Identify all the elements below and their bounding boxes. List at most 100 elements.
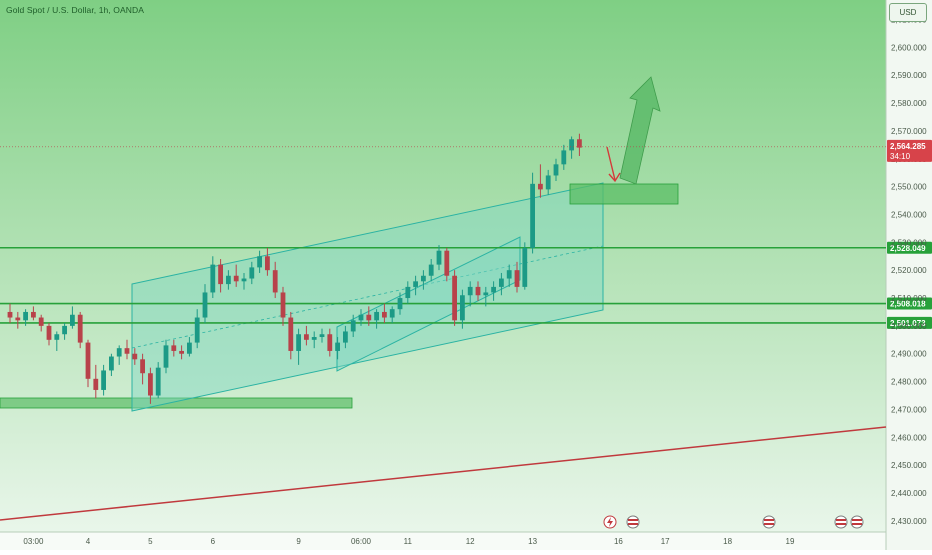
currency-button[interactable]: USD bbox=[889, 3, 927, 22]
candle-body bbox=[62, 325, 67, 335]
chart-title: Gold Spot / U.S. Dollar, 1h, OANDA bbox=[6, 5, 145, 15]
candle-body bbox=[421, 275, 426, 282]
candle-body bbox=[233, 275, 239, 282]
support-zone-lower[interactable] bbox=[0, 397, 353, 409]
flag-event-icon[interactable] bbox=[762, 515, 776, 529]
candle-body bbox=[475, 286, 481, 296]
price-level-label: 2,508.018 bbox=[890, 300, 926, 309]
candle-body bbox=[194, 317, 200, 343]
pullback-arrow[interactable] bbox=[606, 146, 621, 183]
candle-body bbox=[280, 292, 286, 318]
rising-trendline[interactable] bbox=[0, 426, 887, 521]
candle-body bbox=[15, 317, 21, 321]
price-tick-label: 2,570.000 bbox=[891, 127, 927, 136]
candle-body bbox=[545, 175, 551, 190]
candle-body bbox=[132, 353, 138, 360]
time-tick-label: 4 bbox=[86, 537, 91, 546]
candle-body bbox=[506, 270, 512, 279]
candle-body bbox=[428, 264, 434, 276]
candle-body bbox=[413, 281, 418, 287]
price-level-tag bbox=[887, 316, 932, 329]
earnings-icon[interactable] bbox=[603, 515, 617, 529]
candle-body bbox=[187, 342, 192, 354]
candle-body bbox=[265, 256, 270, 271]
candle-body bbox=[569, 139, 574, 151]
candle-body bbox=[436, 250, 442, 265]
price-axis-background bbox=[886, 0, 932, 550]
time-tick-label: 11 bbox=[404, 537, 413, 546]
candle-body bbox=[70, 314, 75, 326]
candle-body bbox=[350, 320, 356, 332]
time-axis[interactable]: 03:00 4 5 6 9 06:00 11 12 13 16 17 18 19 bbox=[23, 537, 795, 546]
candle-body bbox=[210, 264, 216, 293]
price-tick-label: 2,490.000 bbox=[891, 350, 927, 359]
candle-body bbox=[311, 337, 317, 340]
candle-body bbox=[241, 278, 247, 282]
candle-body bbox=[358, 314, 364, 321]
candle-body bbox=[257, 256, 262, 268]
candle-body bbox=[109, 356, 114, 371]
forecast-arrow-up[interactable] bbox=[619, 76, 661, 185]
candle-body bbox=[93, 378, 99, 390]
price-level-label: 2,528.049 bbox=[890, 244, 926, 253]
candle-body bbox=[460, 295, 465, 321]
candle-body bbox=[304, 334, 309, 340]
bar-countdown: 34:10 bbox=[890, 152, 911, 161]
price-levels-layer: 2,528.049 2,508.018 2,501.073 bbox=[0, 241, 932, 329]
candle-body bbox=[296, 334, 301, 351]
price-level-tag bbox=[887, 241, 932, 254]
candle-body bbox=[405, 286, 411, 299]
price-tick-label: 2,440.000 bbox=[891, 489, 927, 498]
candle-body bbox=[46, 325, 52, 340]
time-tick-label: 6 bbox=[211, 537, 216, 546]
event-icons bbox=[603, 515, 864, 529]
candle-body bbox=[397, 298, 403, 310]
candle-body bbox=[54, 334, 60, 340]
price-tick-label: 2,450.000 bbox=[891, 461, 927, 470]
last-price-tag bbox=[887, 139, 932, 162]
candles-layer bbox=[7, 133, 582, 404]
candle-body bbox=[288, 317, 294, 351]
time-tick-label: 03:00 bbox=[23, 537, 44, 546]
candle-body bbox=[124, 348, 130, 354]
price-tick-label: 2,480.000 bbox=[891, 378, 927, 387]
candle-body bbox=[77, 314, 83, 343]
flag-event-icon[interactable] bbox=[626, 515, 640, 529]
candle-body bbox=[171, 345, 177, 351]
candle-body bbox=[116, 348, 122, 357]
candle-body bbox=[382, 311, 387, 318]
candle-body bbox=[179, 350, 184, 354]
candle-body bbox=[522, 247, 528, 287]
price-level-tag bbox=[887, 297, 932, 310]
candle-body bbox=[101, 370, 106, 390]
candle-body bbox=[561, 150, 567, 165]
candle-body bbox=[7, 311, 13, 318]
candle-body bbox=[140, 359, 145, 374]
candle-body bbox=[31, 311, 36, 318]
time-tick-label: 18 bbox=[723, 537, 732, 546]
candle-body bbox=[374, 311, 379, 321]
candle-body bbox=[538, 183, 543, 190]
candle-body bbox=[226, 275, 231, 285]
candle-body bbox=[319, 334, 325, 338]
candle-body bbox=[163, 345, 169, 368]
price-axis[interactable]: 2,430.000 2,440.000 2,450.000 2,460.000 2,47… bbox=[891, 15, 927, 525]
candle-body bbox=[389, 309, 395, 318]
candle-body bbox=[577, 139, 582, 148]
candle-body bbox=[483, 292, 489, 296]
price-tick-label: 2,580.000 bbox=[891, 99, 927, 108]
candle-body bbox=[218, 264, 223, 285]
time-tick-label: 17 bbox=[661, 537, 670, 546]
candle-body bbox=[327, 334, 333, 351]
time-tick-label: 13 bbox=[528, 537, 537, 546]
last-price-label: 2,564.285 bbox=[890, 142, 926, 151]
demand-zone-upper[interactable] bbox=[569, 183, 679, 205]
price-tick-label: 2,550.000 bbox=[891, 183, 927, 192]
flag-event-icon[interactable] bbox=[834, 515, 848, 529]
price-tick-label: 2,520.000 bbox=[891, 266, 927, 275]
candle-body bbox=[148, 373, 153, 396]
price-tick-label: 2,540.000 bbox=[891, 210, 927, 219]
flag-event-icon[interactable] bbox=[850, 515, 864, 529]
